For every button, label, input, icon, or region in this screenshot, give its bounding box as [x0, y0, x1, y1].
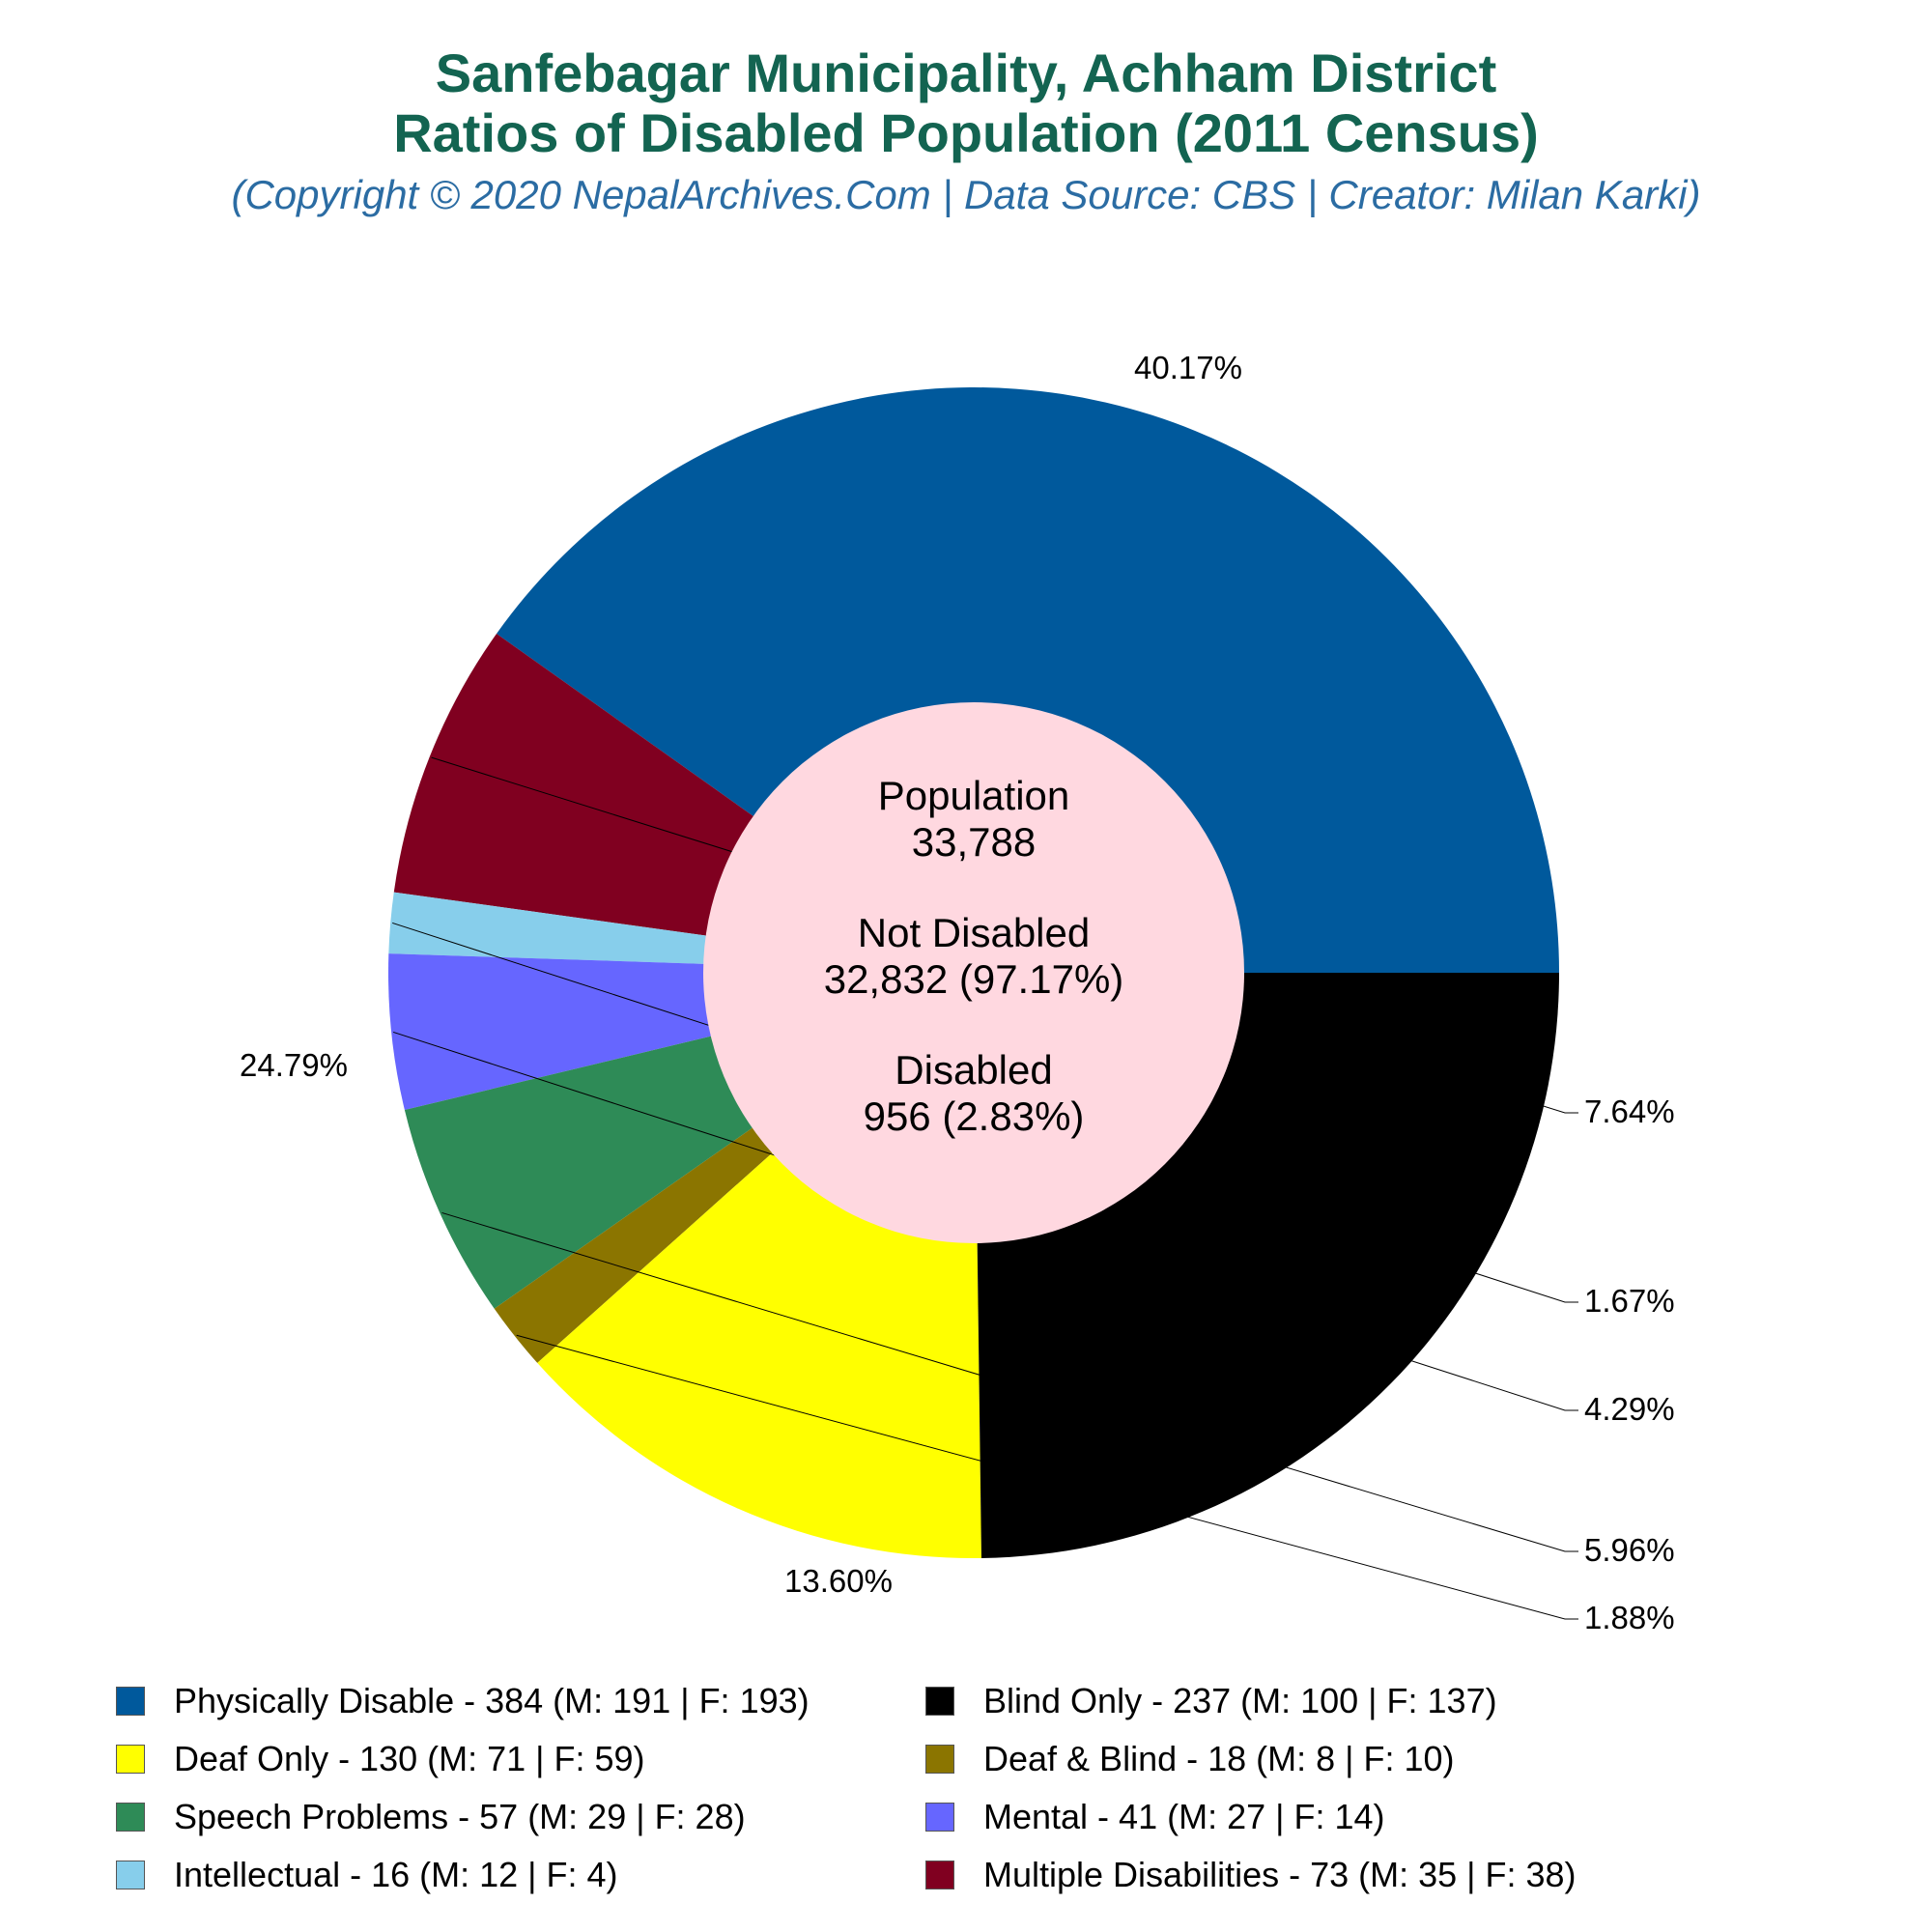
leader-line [516, 1334, 1578, 1620]
percent-label: 5.96% [1584, 1532, 1675, 1568]
legend-item-multiple-disabilities[interactable]: Multiple Disabilities - 73 (M: 35 | F: 3… [925, 1855, 1577, 1895]
legend-swatch [116, 1803, 145, 1832]
center-not-disabled-value: 32,832 (97.17%) [824, 956, 1124, 1002]
percent-labels-group: 40.17% 7.64% 1.67% 4.29% 5.96% 1.88% 13.60% 24.… [240, 350, 1675, 1635]
percent-label: 1.88% [1584, 1600, 1675, 1635]
center-not-disabled-label: Not Disabled [858, 910, 1090, 955]
chart-subtitle: (Copyright © 2020 NepalArchives.Com | Da… [231, 172, 1701, 217]
legend-swatch [116, 1687, 145, 1716]
chart-title-line2: Ratios of Disabled Population (2011 Cens… [393, 102, 1539, 163]
legend-item-mental[interactable]: Mental - 41 (M: 27 | F: 14) [925, 1797, 1385, 1837]
legend-swatch [925, 1745, 954, 1774]
percent-label: 24.79% [240, 1047, 348, 1083]
legend-item-deaf-only[interactable]: Deaf Only - 130 (M: 71 | F: 59) [116, 1739, 645, 1779]
legend-item-deaf-and-blind[interactable]: Deaf & Blind - 18 (M: 8 | F: 10) [925, 1739, 1455, 1779]
percent-label: 4.29% [1584, 1391, 1675, 1427]
legend-label: Physically Disable - 384 (M: 191 | F: 19… [174, 1681, 810, 1720]
legend-label: Deaf Only - 130 (M: 71 | F: 59) [174, 1739, 645, 1778]
slice-physically-disable[interactable] [497, 386, 1560, 973]
percent-label: 13.60% [784, 1563, 893, 1599]
percent-label: 7.64% [1584, 1094, 1675, 1129]
center-population-label: Population [878, 773, 1070, 818]
legend-item-physically-disable[interactable]: Physically Disable - 384 (M: 191 | F: 19… [116, 1681, 810, 1721]
center-circle [703, 702, 1244, 1243]
leader-line [441, 1211, 1578, 1552]
legend-swatch [116, 1745, 145, 1774]
legend-swatch [116, 1861, 145, 1889]
legend-label: Intellectual - 16 (M: 12 | F: 4) [174, 1855, 618, 1894]
chart-title-line1: Sanfebagar Municipality, Achham District [435, 43, 1497, 103]
legend-label: Blind Only - 237 (M: 100 | F: 137) [983, 1681, 1497, 1720]
legend-label: Mental - 41 (M: 27 | F: 14) [983, 1797, 1385, 1836]
legend-label: Multiple Disabilities - 73 (M: 35 | F: 3… [983, 1855, 1577, 1894]
center-population-value: 33,788 [912, 819, 1036, 865]
legend-label: Speech Problems - 57 (M: 29 | F: 28) [174, 1797, 746, 1836]
percent-label: 40.17% [1134, 350, 1242, 385]
center-disabled-value: 956 (2.83%) [864, 1094, 1085, 1139]
percent-label: 1.67% [1584, 1283, 1675, 1319]
legend-swatch [925, 1861, 954, 1889]
legend-swatch [925, 1687, 954, 1716]
legend-item-speech-problems[interactable]: Speech Problems - 57 (M: 29 | F: 28) [116, 1797, 746, 1837]
legend-swatch [925, 1803, 954, 1832]
legend-item-intellectual[interactable]: Intellectual - 16 (M: 12 | F: 4) [116, 1855, 618, 1895]
center-disabled-label: Disabled [895, 1047, 1052, 1093]
legend-label: Deaf & Blind - 18 (M: 8 | F: 10) [983, 1739, 1455, 1778]
legend-item-blind-only[interactable]: Blind Only - 237 (M: 100 | F: 137) [925, 1681, 1497, 1721]
